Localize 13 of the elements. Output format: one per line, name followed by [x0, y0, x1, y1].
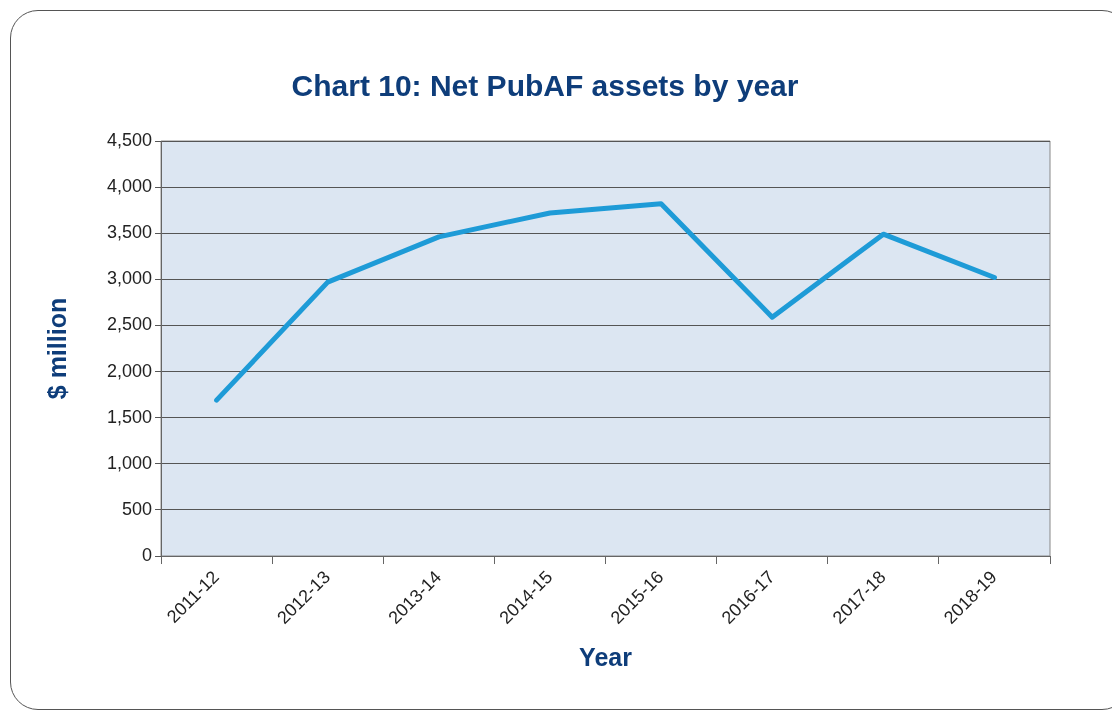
y-tick-label: 0: [142, 544, 153, 565]
y-tick-label: 3,500: [107, 222, 153, 243]
y-tick-label: 4,000: [107, 176, 153, 197]
y-tick-label: 500: [122, 498, 153, 519]
y-tick-label: 3,000: [107, 268, 153, 289]
x-axis-title: Year: [579, 642, 633, 671]
y-tick-label: 2,500: [107, 314, 153, 335]
y-axis-title: $ million: [42, 297, 71, 400]
y-tick-label: 2,000: [107, 360, 153, 381]
y-tick-label: 4,500: [107, 129, 153, 150]
y-tick-label: 1,000: [107, 452, 153, 473]
y-tick-label: 1,500: [107, 406, 153, 427]
chart-title: Chart 10: Net PubAF assets by year: [291, 69, 799, 103]
